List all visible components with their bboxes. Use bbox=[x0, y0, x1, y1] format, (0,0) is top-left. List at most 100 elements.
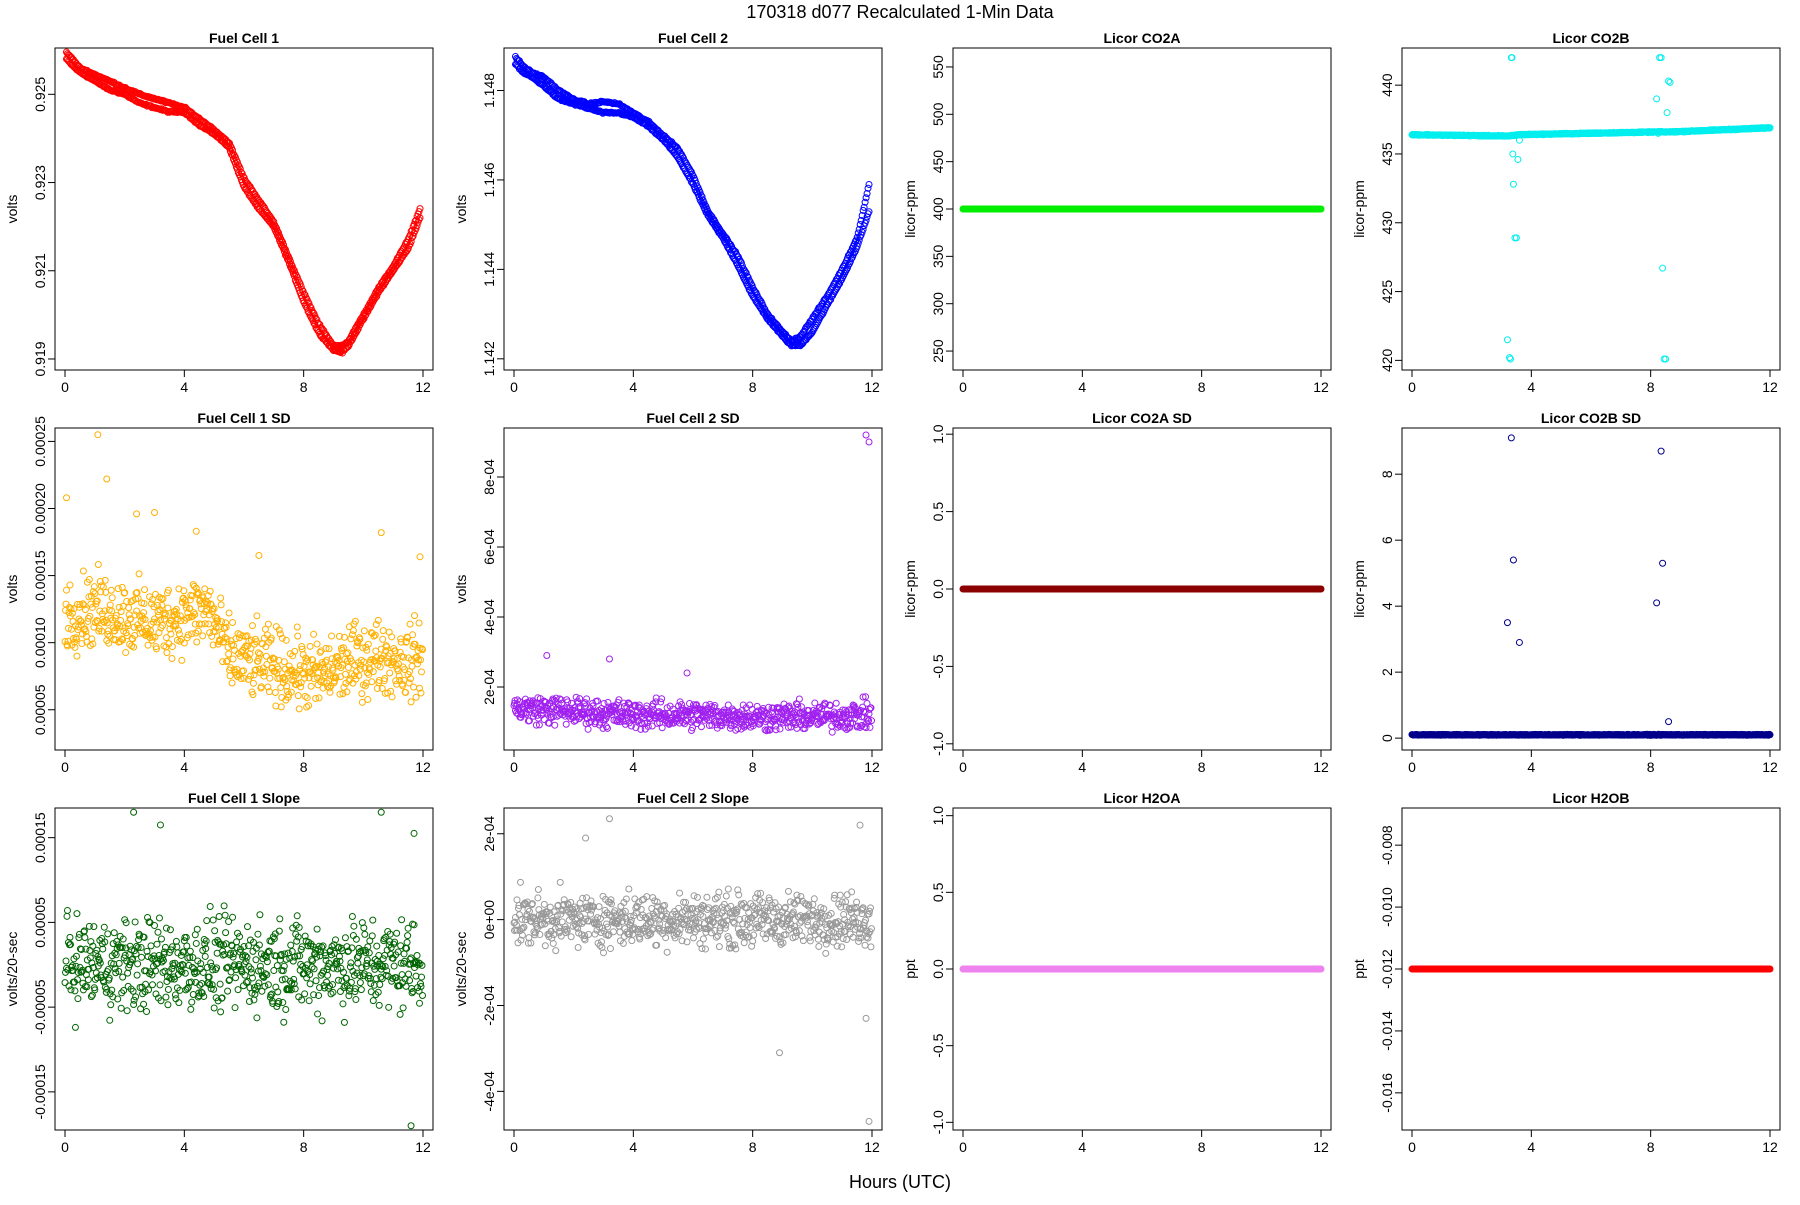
data-point bbox=[380, 628, 386, 634]
data-point bbox=[584, 696, 590, 702]
data-point bbox=[1660, 560, 1666, 566]
data-point bbox=[63, 495, 69, 501]
data-point bbox=[260, 665, 266, 671]
data-point bbox=[311, 631, 317, 637]
data-point bbox=[107, 1017, 113, 1023]
data-point bbox=[82, 934, 88, 940]
data-point bbox=[204, 918, 210, 924]
x-tick-label: 12 bbox=[1313, 379, 1329, 395]
data-point bbox=[141, 1001, 147, 1007]
data-point bbox=[152, 923, 158, 929]
data-point bbox=[152, 510, 158, 516]
data-point bbox=[139, 954, 145, 960]
data-point bbox=[380, 636, 386, 642]
data-point bbox=[144, 1009, 150, 1015]
y-axis-label: volts/20-sec bbox=[4, 932, 20, 1007]
x-tick-label: 8 bbox=[1198, 759, 1206, 775]
y-tick-label: -0.5 bbox=[930, 654, 946, 678]
y-tick-label: 0.00005 bbox=[32, 897, 48, 948]
data-point bbox=[230, 914, 236, 920]
data-point bbox=[235, 987, 241, 993]
data-point bbox=[155, 929, 161, 935]
y-tick-label: 8e-04 bbox=[481, 459, 497, 495]
x-tick-label: 4 bbox=[1527, 759, 1535, 775]
data-point bbox=[148, 943, 154, 949]
data-point bbox=[216, 913, 222, 919]
x-tick-label: 0 bbox=[510, 759, 518, 775]
data-point bbox=[91, 924, 97, 930]
data-point bbox=[189, 999, 195, 1005]
y-tick-label: 550 bbox=[930, 55, 946, 79]
data-point bbox=[115, 586, 121, 592]
data-point bbox=[135, 961, 141, 967]
data-point bbox=[63, 601, 69, 607]
panel-title: Fuel Cell 1 Slope bbox=[188, 790, 300, 806]
data-point bbox=[295, 633, 301, 639]
data-point bbox=[104, 476, 110, 482]
data-point bbox=[210, 917, 216, 923]
y-tick-label: 440 bbox=[1379, 73, 1395, 97]
x-tick-label: 8 bbox=[1647, 379, 1655, 395]
x-tick-label: 4 bbox=[180, 379, 188, 395]
y-tick-label: 2e-04 bbox=[481, 669, 497, 705]
panel-title: Fuel Cell 1 SD bbox=[197, 410, 290, 426]
data-points bbox=[1409, 55, 1773, 362]
data-point bbox=[307, 643, 313, 649]
data-point bbox=[218, 595, 224, 601]
x-tick-label: 0 bbox=[510, 379, 518, 395]
x-tick-label: 4 bbox=[1078, 759, 1086, 775]
data-point bbox=[254, 1015, 260, 1021]
data-point bbox=[552, 722, 558, 728]
y-axis-label: volts bbox=[453, 575, 469, 604]
data-point bbox=[80, 568, 86, 574]
data-point bbox=[345, 664, 351, 670]
plot-frame bbox=[55, 428, 433, 750]
data-point bbox=[585, 726, 591, 732]
data-point bbox=[1508, 435, 1514, 441]
y-tick-label: 430 bbox=[1379, 211, 1395, 235]
data-point bbox=[111, 930, 117, 936]
data-point bbox=[179, 657, 185, 663]
data-point bbox=[563, 721, 569, 727]
y-tick-label: -1.0 bbox=[930, 732, 946, 756]
data-point bbox=[95, 432, 101, 438]
data-point bbox=[1516, 639, 1522, 645]
data-point bbox=[218, 1009, 224, 1015]
data-point bbox=[419, 669, 425, 675]
x-tick-label: 8 bbox=[1647, 759, 1655, 775]
data-point bbox=[250, 680, 256, 686]
data-point bbox=[108, 587, 114, 593]
data-points bbox=[62, 432, 426, 712]
x-tick-label: 0 bbox=[959, 759, 967, 775]
y-tick-label: 4 bbox=[1379, 602, 1395, 610]
data-point bbox=[1660, 265, 1666, 271]
data-point bbox=[1666, 78, 1672, 84]
plot-frame bbox=[55, 48, 433, 370]
data-point bbox=[257, 912, 263, 918]
x-tick-label: 12 bbox=[415, 379, 431, 395]
data-point bbox=[75, 996, 81, 1002]
data-point bbox=[230, 656, 236, 662]
data-point bbox=[365, 697, 371, 703]
x-tick-label: 4 bbox=[629, 759, 637, 775]
data-points bbox=[62, 809, 426, 1129]
y-tick-label: 0.5 bbox=[930, 502, 946, 522]
data-point bbox=[115, 996, 121, 1002]
data-point bbox=[359, 691, 365, 697]
data-point bbox=[126, 605, 132, 611]
data-point bbox=[1504, 337, 1510, 343]
data-point bbox=[230, 620, 236, 626]
data-point bbox=[200, 633, 206, 639]
y-tick-label: 450 bbox=[930, 150, 946, 174]
data-point bbox=[232, 1005, 238, 1011]
data-point bbox=[222, 912, 228, 918]
data-point bbox=[118, 618, 124, 624]
y-tick-label: 0.00015 bbox=[32, 812, 48, 863]
data-point bbox=[226, 651, 232, 657]
data-point bbox=[223, 930, 229, 936]
x-tick-label: 8 bbox=[749, 379, 757, 395]
